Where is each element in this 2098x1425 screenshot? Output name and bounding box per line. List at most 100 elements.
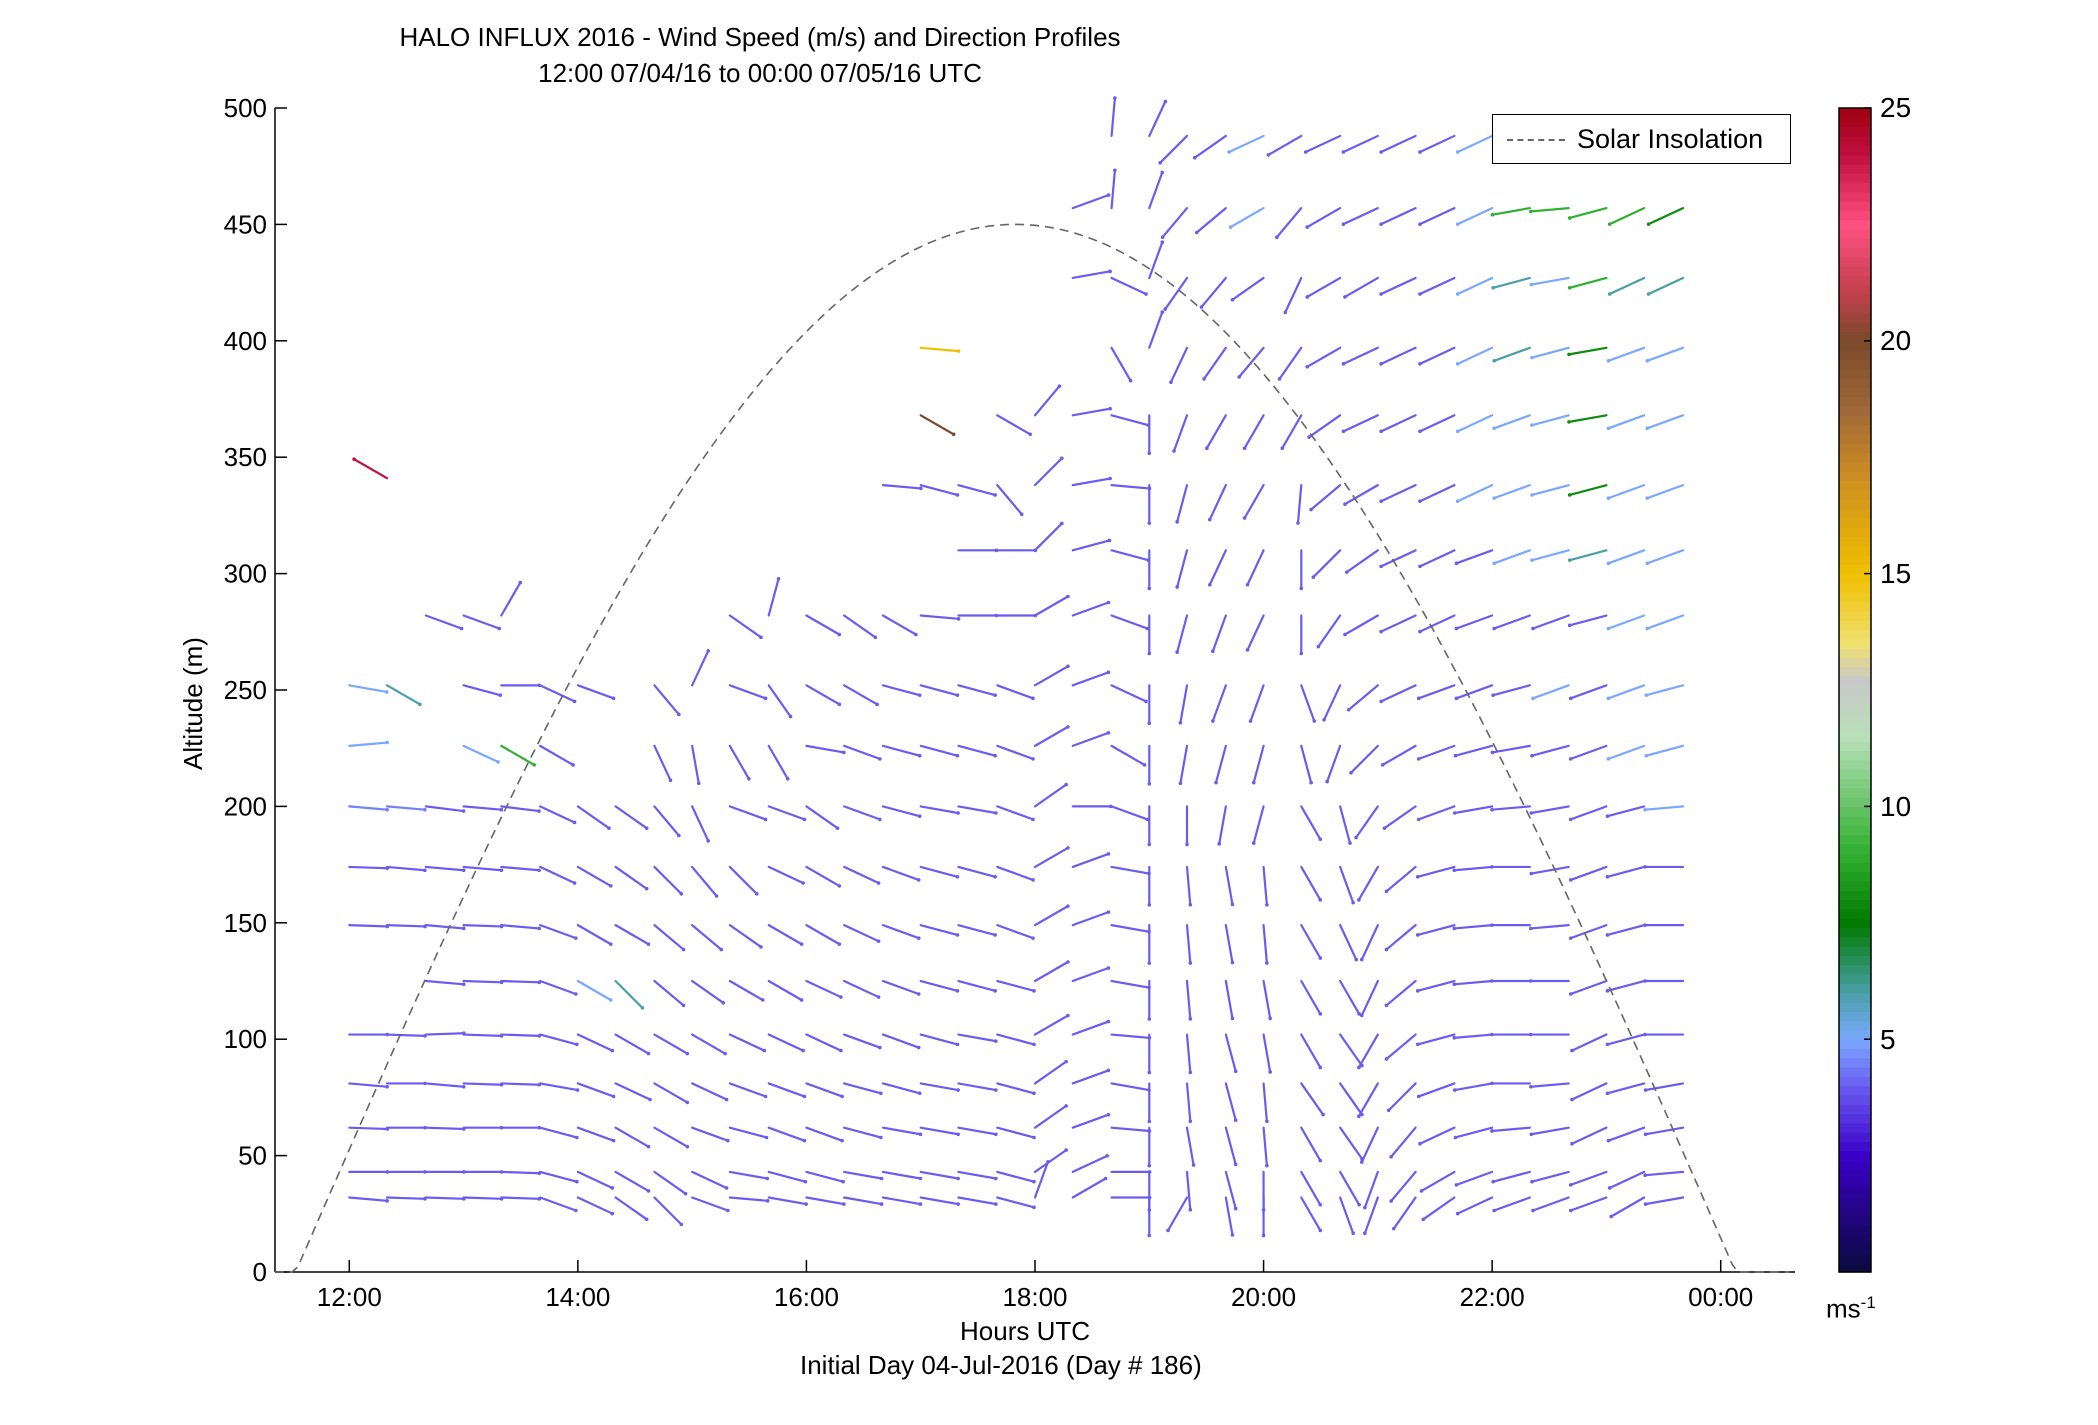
- colorbar-segment: [1839, 1234, 1871, 1245]
- wind-barb-tip: [1379, 499, 1383, 503]
- colorbar-segment: [1839, 592, 1871, 603]
- wind-barb-tip: [1066, 846, 1070, 850]
- insolation-line: [275, 223, 1790, 1273]
- wind-barb: [1606, 865, 1646, 878]
- wind-barb-tip: [1379, 292, 1383, 296]
- wind-barb: [1110, 865, 1151, 875]
- wind-barb-tip: [1032, 1205, 1036, 1210]
- colorbar-segment: [1839, 536, 1871, 547]
- wind-barb: [1607, 744, 1646, 760]
- wind-barb: [1179, 744, 1189, 785]
- wind-barb: [1530, 276, 1570, 286]
- colorbar-segment: [1839, 1113, 1871, 1124]
- wind-barb: [1339, 1196, 1355, 1235]
- wind-barb-tip: [1106, 1112, 1111, 1117]
- wind-barb: [653, 1082, 689, 1104]
- wind-barb: [1033, 1060, 1068, 1085]
- wind-barb: [1357, 1082, 1379, 1118]
- wind-barb: [1185, 1170, 1192, 1211]
- wind-barb: [1380, 484, 1417, 503]
- wind-barb: [1492, 684, 1531, 697]
- wind-barb-tip: [1233, 1118, 1238, 1122]
- colorbar-segment: [1839, 275, 1871, 286]
- wind-barb-tip: [1491, 1179, 1495, 1184]
- wind-barb-tip: [1147, 586, 1152, 591]
- wind-barb-tip: [459, 626, 464, 631]
- wind-barb-tip: [1529, 1084, 1533, 1089]
- wind-barb-tip: [1606, 426, 1611, 431]
- wind-barb: [1071, 1177, 1107, 1199]
- colorbar-segment: [1839, 927, 1871, 938]
- colorbar-segment: [1839, 108, 1871, 118]
- wind-barb: [1110, 1126, 1151, 1133]
- wind-barb: [805, 1033, 842, 1052]
- wind-barb: [539, 1196, 577, 1212]
- wind-barb: [1606, 924, 1646, 937]
- wind-barb: [1262, 1082, 1268, 1123]
- colorbar-segment: [1839, 424, 1871, 435]
- wind-barb: [1529, 1082, 1570, 1088]
- wind-barb-tip: [1106, 1019, 1111, 1024]
- wind-barb-tip: [1169, 380, 1173, 385]
- wind-barb-tip: [608, 998, 613, 1002]
- colorbar-segment: [1839, 1039, 1871, 1050]
- wind-barb: [1381, 744, 1417, 766]
- colorbar-tick-20: 20: [1880, 325, 1912, 356]
- wind-barb-tip: [1416, 757, 1421, 761]
- wind-barb-tip: [1363, 1231, 1367, 1236]
- wind-barb-tip: [1233, 1206, 1238, 1211]
- wind-barb: [539, 979, 577, 996]
- wind-barb: [1224, 1033, 1237, 1073]
- wind-barb: [424, 1082, 465, 1088]
- colorbar-segment: [1839, 601, 1871, 612]
- wind-barb: [805, 1082, 844, 1098]
- wind-barb: [1418, 484, 1456, 503]
- wind-barb-tip: [1416, 696, 1421, 701]
- wind-barb-tip: [1158, 161, 1162, 165]
- colorbar-segment: [1839, 294, 1871, 305]
- wind-barb: [576, 924, 612, 946]
- colorbar-segment: [1839, 731, 1871, 742]
- wind-barb-tip: [726, 1208, 730, 1213]
- x-tick-label: 20:00: [1231, 1282, 1296, 1312]
- wind-barb-tip: [418, 702, 422, 707]
- wind-barb-tip: [1415, 933, 1420, 937]
- colorbar-segment: [1839, 443, 1871, 454]
- wind-barb: [1453, 805, 1494, 815]
- wind-barb: [1418, 346, 1456, 365]
- wind-barb-tip: [1147, 842, 1152, 847]
- wind-barb: [1306, 207, 1342, 229]
- wind-barb: [728, 1196, 769, 1202]
- wind-barb: [1453, 1082, 1494, 1092]
- wind-barb: [424, 979, 465, 986]
- wind-barb-tip: [1455, 150, 1460, 154]
- wind-barb-tip: [1108, 406, 1112, 411]
- wind-barb: [352, 458, 389, 480]
- wind-barb: [957, 1033, 997, 1043]
- wind-barb-tip: [765, 1199, 770, 1203]
- wind-barb: [728, 865, 758, 895]
- y-tick-label: 150: [224, 908, 267, 938]
- wind-barb-tip: [878, 757, 882, 761]
- wind-barb-tip: [994, 811, 998, 815]
- wind-barb: [919, 1082, 960, 1092]
- colorbar-segment: [1839, 1085, 1871, 1096]
- wind-barb: [576, 1170, 614, 1190]
- wind-barb-tip: [1568, 757, 1573, 761]
- wind-barb-tip: [1106, 966, 1111, 970]
- colorbar-segment: [1839, 312, 1871, 323]
- wind-barb: [1185, 979, 1192, 1020]
- wind-barb: [1208, 484, 1227, 521]
- wind-barb: [1567, 414, 1608, 423]
- wind-barb-tip: [726, 1138, 730, 1143]
- colorbar-tick-10: 10: [1880, 791, 1912, 822]
- wind-barb-tip: [1418, 564, 1422, 569]
- wind-barb: [843, 1170, 883, 1180]
- wind-barb: [728, 924, 763, 949]
- wind-barb-tip: [759, 945, 763, 949]
- wind-barb-tip: [1351, 1231, 1355, 1236]
- colorbar-segment: [1839, 825, 1871, 835]
- wind-barb-tip: [1242, 516, 1247, 520]
- wind-barb-tip: [763, 817, 768, 822]
- wind-barb-tip: [1106, 731, 1111, 735]
